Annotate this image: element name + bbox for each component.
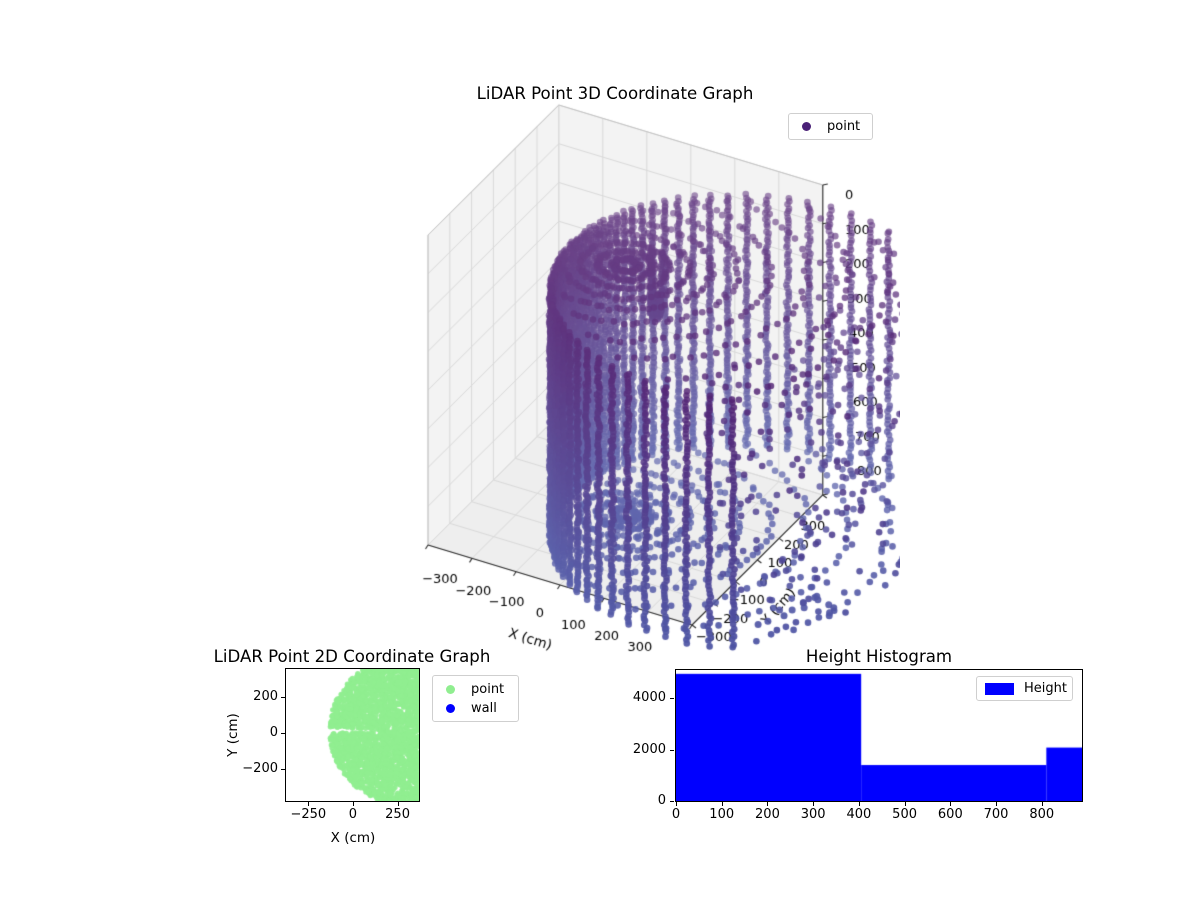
histogram-x-tick-label: 400	[846, 807, 872, 822]
plot2d-y-tickmark	[281, 769, 285, 771]
legend-label: wall	[471, 700, 497, 716]
plot3d-title: LiDAR Point 3D Coordinate Graph	[476, 84, 754, 103]
plot2d-x-axis-label: X (cm)	[330, 830, 376, 846]
histogram-x-tickmark	[767, 802, 769, 806]
plot2d-y-tickmark	[281, 733, 285, 735]
plot2d-x-tick-label: 0	[348, 807, 358, 822]
plot2d-x-tickmark	[352, 802, 354, 806]
plot2d-x-tickmark	[308, 802, 310, 806]
legend-entry-point: point	[789, 117, 872, 136]
histogram-x-tick-label: 700	[983, 807, 1009, 822]
histogram-x-tick-label: 800	[1029, 807, 1055, 822]
histogram-x-tick-label: 100	[709, 807, 735, 822]
histogram-title: Height Histogram	[805, 647, 953, 666]
legend-patch-icon	[985, 682, 1014, 695]
legend-label: point	[827, 119, 861, 134]
plot2d-y-tickmark	[281, 697, 285, 699]
histogram-x-tickmark	[996, 802, 998, 806]
plot2d-x-tickmark	[397, 802, 399, 806]
legend-dot-icon	[446, 684, 455, 694]
plot2d-canvas	[285, 668, 420, 802]
plot2d-x-tick-label: −250	[290, 807, 327, 822]
histogram-y-tick-label: 0	[657, 793, 666, 808]
plot3d-canvas	[395, 100, 900, 680]
histogram-x-tickmark	[950, 802, 952, 806]
plot2d-legend: point wall	[432, 675, 519, 722]
plot2d-title: LiDAR Point 2D Coordinate Graph	[213, 647, 491, 666]
histogram-y-tick-label: 2000	[632, 741, 666, 757]
legend-dot-icon	[446, 703, 455, 713]
histogram-x-tickmark	[858, 802, 860, 806]
histogram-y-tick-label: 4000	[632, 690, 666, 706]
histogram-x-tickmark	[676, 802, 677, 806]
histogram-x-tick-label: 600	[937, 807, 963, 822]
legend-label: Height	[1024, 681, 1067, 696]
histogram-x-tick-label: 300	[800, 807, 826, 822]
plot2d-y-tick-label: 200	[253, 689, 278, 705]
plot2d-x-tick-label: 250	[385, 807, 410, 822]
histogram-y-tickmark	[670, 698, 674, 700]
legend-entry-wall: wall	[433, 699, 518, 718]
plot2d-y-tick-label: −200	[242, 761, 278, 777]
legend-label: point	[471, 681, 505, 697]
histogram-y-tickmark	[670, 749, 674, 751]
legend-entry-point: point	[433, 680, 518, 699]
histogram-legend: Height	[976, 676, 1073, 701]
histogram-y-tickmark	[670, 801, 674, 802]
histogram-x-tick-label: 500	[892, 807, 918, 822]
histogram-x-tickmark	[813, 802, 815, 806]
plot2d-y-tick-label: 0	[269, 725, 278, 741]
histogram-x-tick-label: 0	[671, 807, 681, 822]
legend-entry-Height: Height	[977, 679, 1072, 698]
legend-dot-icon	[802, 122, 811, 131]
histogram-x-tickmark	[1041, 802, 1043, 806]
histogram-x-tick-label: 200	[755, 807, 780, 822]
histogram-x-tickmark	[721, 802, 723, 806]
histogram-x-tickmark	[904, 802, 906, 806]
plot3d-legend: point	[788, 113, 873, 140]
